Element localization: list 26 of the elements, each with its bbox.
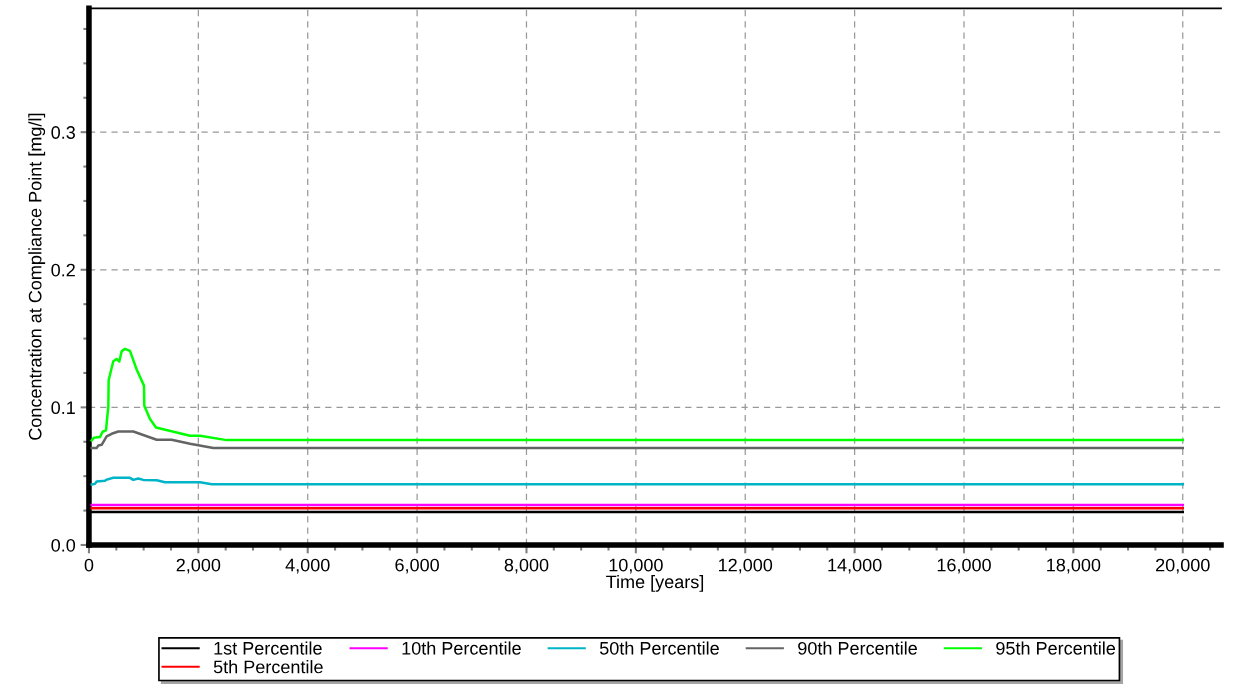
x-tick-label: 6,000 [395, 558, 439, 574]
x-tick-label: 12,000 [719, 558, 773, 574]
x-tick-label: 14,000 [828, 558, 882, 574]
y-tick-label: 0.1 [51, 401, 75, 415]
x-tick-label: 0 [84, 558, 94, 572]
x-tick-label: 20,000 [1156, 558, 1210, 574]
y-axis-title: Concentration at Compliance Point [mg/l] [28, 113, 46, 440]
legend-label: 10th Percentile [402, 641, 521, 655]
x-tick-label: 18,000 [1047, 558, 1101, 574]
line-series [90, 476, 1184, 486]
legend-label: 1st Percentile [214, 641, 322, 655]
legend-label: 5th Percentile [213, 660, 323, 674]
line-series [90, 430, 1184, 450]
x-tick-label: 4,000 [285, 558, 330, 574]
legend-label: 95th Percentile [996, 641, 1116, 655]
y-tick-label: 0.3 [51, 126, 75, 139]
x-tick-label: 8,000 [504, 558, 549, 574]
x-tick-label: 2,000 [176, 558, 221, 574]
y-tick-label: 0.2 [51, 263, 75, 277]
legend-label: 90th Percentile [798, 641, 917, 655]
x-tick-label: 10,000 [609, 558, 663, 574]
y-tick-label: 0.0 [51, 538, 76, 552]
line-series [90, 347, 1184, 442]
legend-label: 50th Percentile [599, 641, 719, 655]
x-axis-title: Time [years] [606, 575, 704, 592]
x-tick-label: 16,000 [937, 558, 991, 574]
